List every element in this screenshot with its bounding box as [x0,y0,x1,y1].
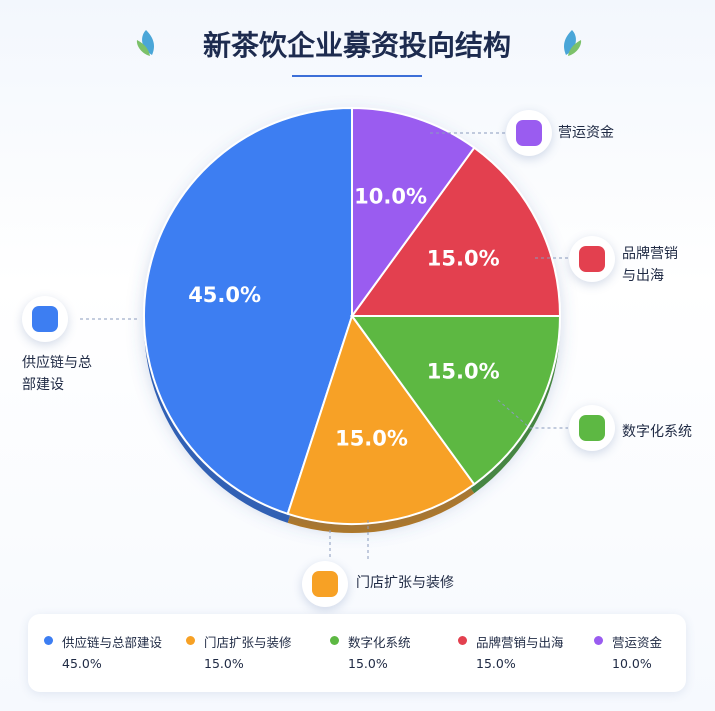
chart-title: 新茶饮企业募资投向结构 [203,29,511,62]
category-label: 供应链与总部建设 [22,355,92,393]
slice-label: 15.0% [427,360,500,384]
category-icon [569,236,615,282]
legend: 供应链与总部建设 45.0% 门店扩张与装修 15.0% 数字化系统 15.0% 品牌营销与… [28,614,686,692]
category-icon [569,405,615,451]
connector [497,399,568,429]
slice [143,106,353,516]
legend-label: 营运资金 [612,635,663,650]
legend-label: 数字化系统 [348,635,411,650]
legend-value: 15.0% [348,656,388,671]
legend-value: 15.0% [204,656,244,671]
legend-swatch [44,636,53,645]
category-label: 品牌营销与出海 [622,246,678,284]
legend-swatch [186,636,195,645]
slice-label: 15.0% [335,426,408,450]
legend-swatch [594,636,603,645]
category-icon [22,296,68,342]
legend-swatch [330,636,339,645]
connector [329,520,369,560]
slice [350,146,562,317]
category-label: 营运资金 [558,125,614,141]
slice [351,106,476,320]
legend-swatch [458,636,467,645]
legend-label: 供应链与总部建设 [62,635,163,650]
pie [143,106,562,525]
legend-label: 门店扩张与装修 [204,635,292,650]
category-label: 数字化系统 [622,424,692,440]
slice-label: 15.0% [427,246,500,270]
slice-label: 10.0% [354,184,427,208]
slice [286,313,476,525]
legend-value: 10.0% [612,656,652,671]
leaf-left [136,30,154,56]
slice [350,315,562,486]
category-icon [506,110,552,156]
category-icon [302,561,348,607]
connectors [80,132,570,560]
category-label: 门店扩张与装修 [356,575,454,591]
slice-label: 45.0% [188,283,261,307]
legend-value: 15.0% [476,656,516,671]
slice-labels: 45.0% 15.0% 15.0% 15.0% 10.0% [188,184,499,450]
leaf-right [564,30,582,56]
legend-value: 45.0% [62,656,102,671]
legend-label: 品牌营销与出海 [476,635,564,650]
